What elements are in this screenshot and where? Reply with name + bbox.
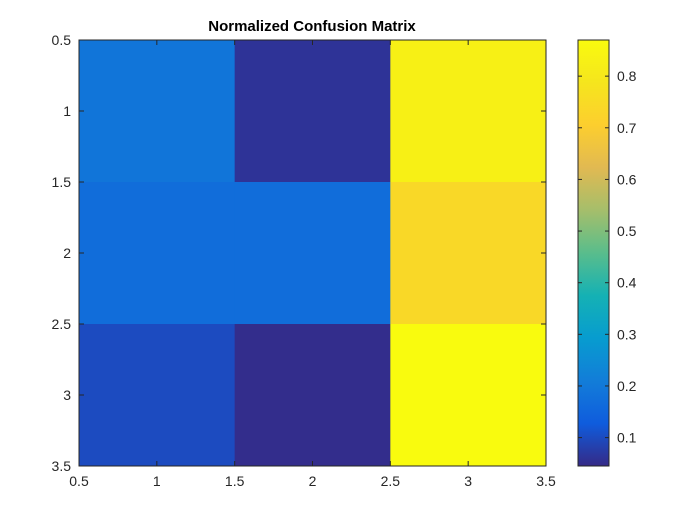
colorbar-tick-label: 0.2 [617, 378, 637, 394]
x-axis: 0.5 1 1.5 2 2.5 3 3.5 [69, 40, 556, 489]
y-tick-label: 1.5 [52, 174, 72, 190]
colorbar-tick-label: 0.3 [617, 326, 637, 342]
x-tick-label: 3 [464, 473, 472, 489]
x-tick-label: 2.5 [381, 473, 401, 489]
colorbar-gradient [578, 40, 609, 466]
heatmap-cell-r3-c3 [390, 324, 547, 467]
y-axis: 0.5 1 1.5 2 2.5 3 3.5 [52, 32, 546, 474]
colorbar-tick-label: 0.6 [617, 171, 637, 187]
heatmap-cell-r1-c3 [390, 40, 547, 183]
y-tick-label: 1 [63, 103, 71, 119]
x-tick-label: 1.5 [225, 473, 245, 489]
y-tick-label: 0.5 [52, 32, 72, 48]
chart-title: Normalized Confusion Matrix [208, 18, 416, 35]
heatmap-cell-r3-c2 [234, 324, 391, 467]
colorbar-tick-label: 0.7 [617, 120, 637, 136]
x-tick-label: 3.5 [536, 473, 556, 489]
y-tick-label: 3 [63, 387, 71, 403]
heatmap-cell-r2-c2 [234, 182, 391, 325]
heatmap-cell-r2-c1 [79, 182, 236, 325]
heatmap-cell-r1-c2 [234, 40, 391, 183]
colorbar-box [577, 39, 610, 467]
y-tick-label: 2 [63, 245, 71, 261]
heatmap-cell-r2-c3 [390, 182, 547, 325]
y-tick-label: 2.5 [52, 316, 72, 332]
heatmap-cell-r3-c1 [79, 324, 236, 467]
colorbar: 0.1 0.2 0.3 0.4 0.5 0.6 0.7 0.8 [577, 39, 637, 467]
colorbar-tick-label: 0.1 [617, 430, 637, 446]
colorbar-tick-label: 0.4 [617, 275, 637, 291]
x-tick-label: 0.5 [69, 473, 89, 489]
colorbar-tick-label: 0.8 [617, 68, 637, 84]
x-tick-label: 1 [153, 473, 161, 489]
x-tick-label: 2 [309, 473, 317, 489]
heatmap-cells [79, 40, 547, 467]
y-tick-label: 3.5 [52, 458, 72, 474]
heatmap-cell-r1-c1 [79, 40, 236, 183]
colorbar-tick-label: 0.5 [617, 223, 637, 239]
